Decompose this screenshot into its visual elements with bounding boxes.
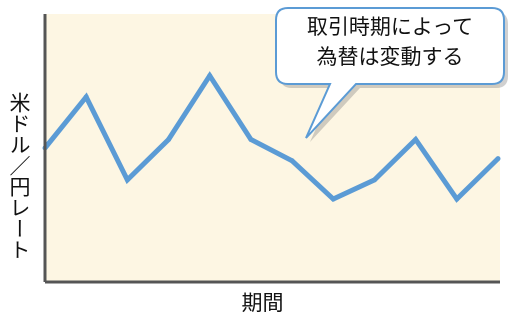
- annotation-line-1: 取引時期によって: [306, 15, 474, 39]
- series-line: [43, 71, 500, 203]
- data-point: [413, 136, 419, 142]
- data-point: [207, 73, 213, 79]
- y-axis-label: 米ドル／円レート: [7, 92, 31, 260]
- data-point: [248, 136, 254, 142]
- annotation-line-2: 為替は変動する: [316, 45, 464, 69]
- data-point: [454, 196, 460, 202]
- annotation-text: 取引時期によって 為替は変動する: [278, 12, 502, 72]
- annotation-callout: [275, 7, 508, 142]
- data-point: [495, 156, 501, 162]
- data-point: [289, 158, 295, 164]
- data-point: [124, 177, 130, 183]
- callout-bubble: [275, 7, 505, 139]
- data-point: [371, 177, 377, 183]
- x-axis-label: 期間: [241, 291, 284, 315]
- data-point: [83, 94, 89, 100]
- data-point: [330, 196, 336, 202]
- data-point: [166, 136, 172, 142]
